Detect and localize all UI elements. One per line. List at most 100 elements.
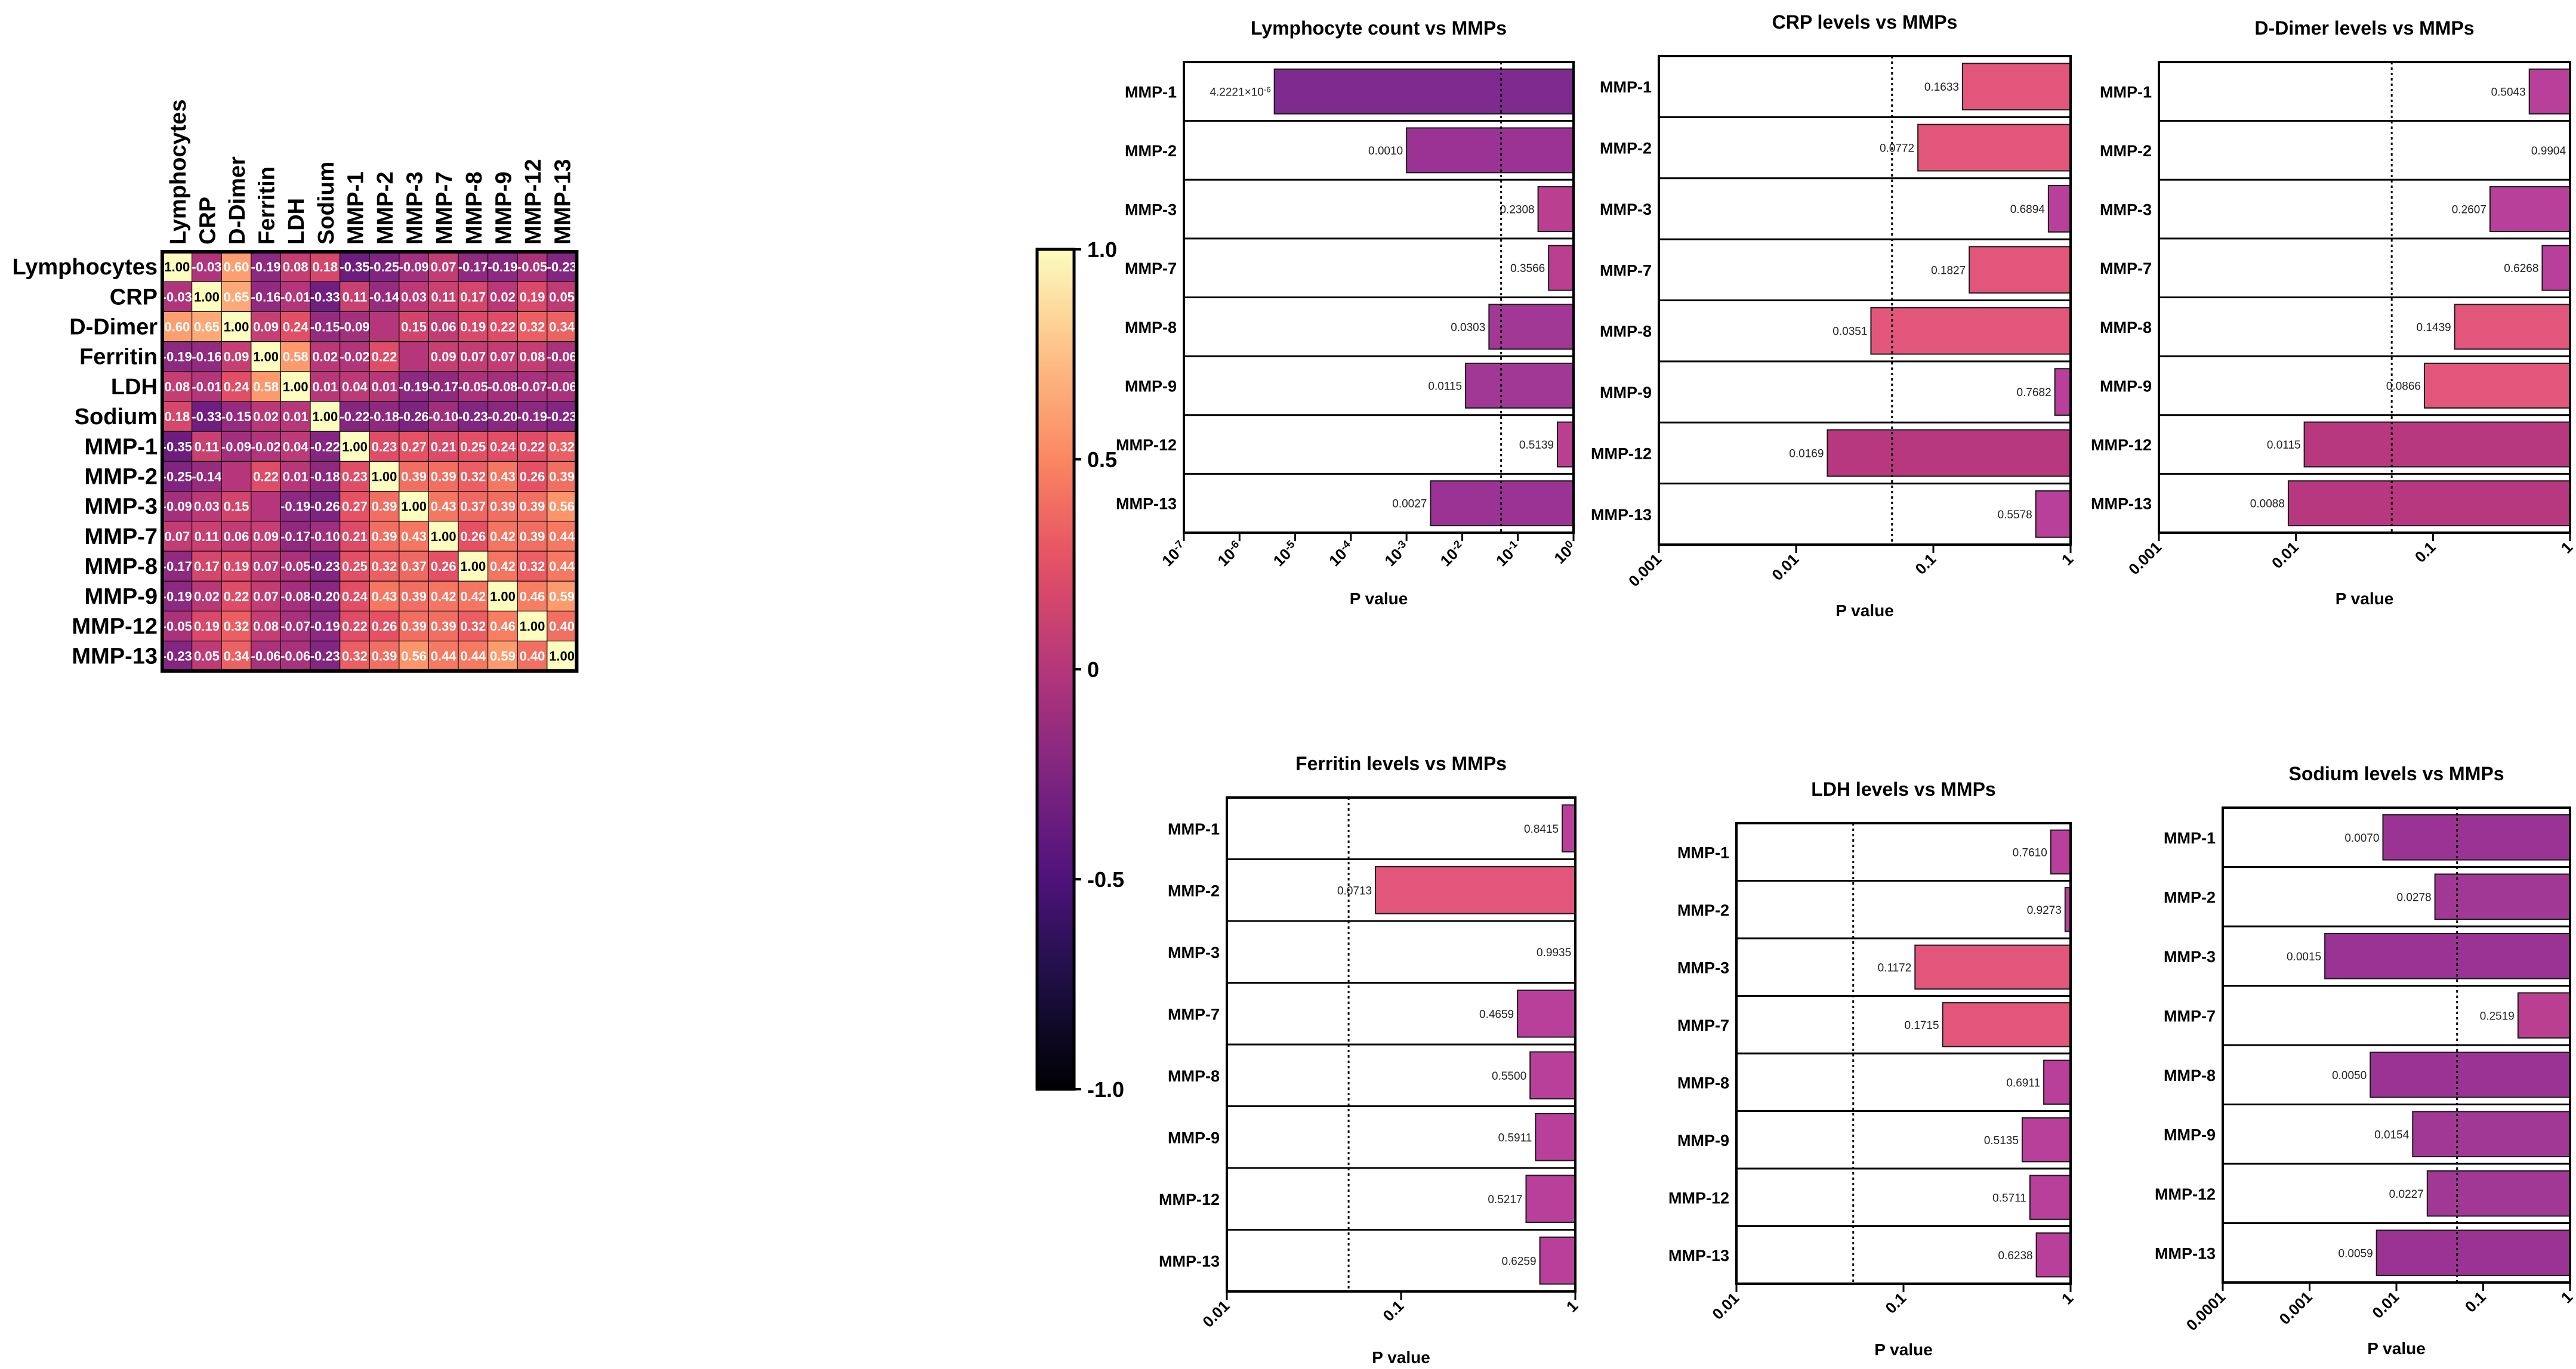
heatmap-cell <box>221 490 252 522</box>
heatmap-value: 0.07 <box>490 350 516 364</box>
heatmap-value: 0.26 <box>460 529 486 544</box>
heatmap-value: 0.22 <box>372 350 397 364</box>
bar-value-label: 0.0027 <box>1392 498 1427 511</box>
bar-value-label: 0.6238 <box>1998 1250 2032 1262</box>
heatmap-value: 0.15 <box>401 320 427 335</box>
bar-category-label: MMP-12 <box>1116 436 1177 454</box>
heatmap-value: 0.40 <box>520 649 545 664</box>
heatmap-cell <box>458 551 489 582</box>
heatmap-cell <box>310 281 341 313</box>
bar-panel: D-Dimer levels vs MMPs 0.5043 MMP-1 0.9904 M… <box>2091 17 2576 608</box>
heatmap-value: -0.26 <box>399 409 429 424</box>
bar-value-label: 0.6268 <box>2504 262 2538 275</box>
bar-category-label: MMP-9 <box>1600 384 1652 401</box>
heatmap-cell <box>547 401 578 432</box>
heatmap-value: 0.56 <box>401 649 427 664</box>
bar-category-label: MMP-9 <box>2100 377 2152 395</box>
heatmap-cell <box>517 490 548 522</box>
heatmap-value: 0.44 <box>549 559 575 574</box>
x-tick-label: 1 <box>2558 1288 2576 1306</box>
heatmap-value: 0.32 <box>460 469 486 484</box>
pvalue-bar <box>1557 421 1574 468</box>
bar-value-label: 0.0015 <box>2287 951 2321 963</box>
heatmap-value: -0.08 <box>280 589 310 604</box>
pvalue-bar <box>2423 362 2571 409</box>
bar-panel: CRP levels vs MMPs 0.1633 MMP-1 0.0772 MMP-2… <box>1591 11 2077 620</box>
pvalue-bar <box>2517 992 2571 1039</box>
heatmap-cell <box>428 341 459 372</box>
bar-value-label: 0.5711 <box>1992 1192 2026 1204</box>
colorbar-tick-label: 0.5 <box>1087 447 1117 472</box>
correlation-heatmap: 1.00 -0.03 0.60 -0.19 0.08 0.18 -0.35 -0.25 -0.0… <box>12 99 1124 1102</box>
heatmap-cell <box>339 401 371 432</box>
bar-category-label: MMP-1 <box>1125 83 1177 101</box>
heatmap-cell <box>310 551 341 582</box>
bar-category-label: MMP-3 <box>1168 944 1220 962</box>
heatmap-value: 0.27 <box>401 439 427 454</box>
heatmap-value: 0.19 <box>520 289 545 304</box>
pvalue-bar <box>2412 1111 2571 1158</box>
heatmap-cell <box>428 461 459 492</box>
heatmap-value: 0.18 <box>312 259 338 274</box>
bar-category-label: MMP-13 <box>1116 495 1177 513</box>
heatmap-value: -0.05 <box>280 559 310 574</box>
bar-value-label: 0.0070 <box>2344 832 2379 845</box>
bar-category-label: MMP-1 <box>1677 843 1729 861</box>
heatmap-value: 0.08 <box>253 619 279 634</box>
heatmap-value: -0.09 <box>399 259 429 274</box>
heatmap-value: 0.42 <box>460 589 486 604</box>
heatmap-value: -0.18 <box>369 409 399 424</box>
heatmap-value: 0.08 <box>520 350 545 364</box>
heatmap-value: 0.09 <box>224 350 249 364</box>
heatmap-value: 0.39 <box>372 529 397 544</box>
heatmap-col-label: Sodium <box>314 162 339 245</box>
heatmap-value: -0.20 <box>310 589 340 604</box>
heatmap-cell <box>339 490 371 522</box>
heatmap-value: -0.20 <box>488 409 517 424</box>
heatmap-value: -0.01 <box>280 289 310 304</box>
heatmap-cell <box>487 610 519 642</box>
bar-category-label: MMP-7 <box>1677 1016 1729 1034</box>
heatmap-cell <box>458 580 489 612</box>
heatmap-row-label: MMP-9 <box>85 584 158 609</box>
pvalue-bar <box>1465 362 1574 409</box>
heatmap-value: 0.32 <box>520 559 545 574</box>
pvalue-bar <box>2035 1232 2072 1278</box>
heatmap-cell <box>517 431 548 462</box>
heatmap-value: 0.39 <box>401 469 427 484</box>
heatmap-cell <box>251 341 282 372</box>
x-tick-label: 0.1 <box>1379 1297 1407 1325</box>
heatmap-cell <box>458 640 489 672</box>
pvalue-bar <box>2541 245 2571 291</box>
heatmap-col-label: MMP-2 <box>373 172 398 245</box>
heatmap-value: -0.35 <box>162 439 192 454</box>
x-tick-label: 10-5 <box>1270 538 1301 570</box>
pvalue-bar <box>1548 245 1574 291</box>
pvalue-bar <box>1969 246 2072 294</box>
bar-category-label: MMP-9 <box>2164 1126 2216 1144</box>
bar-category-label: MMP-13 <box>1159 1252 1220 1270</box>
bar-category-label: MMP-12 <box>2155 1185 2216 1203</box>
heatmap-value: 0.02 <box>253 409 279 424</box>
heatmap-value: 0.09 <box>253 320 279 335</box>
heatmap-value: 0.24 <box>342 589 368 604</box>
heatmap-cell <box>339 281 371 313</box>
heatmap-cell <box>251 281 282 313</box>
pvalue-bar <box>1562 804 1576 853</box>
pvalue-bar <box>2035 490 2071 538</box>
heatmap-value: 0.22 <box>342 619 368 634</box>
heatmap-value: -0.22 <box>310 439 340 454</box>
heatmap-value: 0.44 <box>460 649 486 664</box>
heatmap-value: 0.42 <box>490 529 516 544</box>
heatmap-cell <box>458 490 489 522</box>
heatmap-value: 1.00 <box>194 289 220 304</box>
heatmap-value: 0.06 <box>431 320 456 335</box>
heatmap-value: 0.34 <box>224 649 250 664</box>
x-tick-label: 0.001 <box>2276 1288 2316 1328</box>
heatmap-border <box>161 250 579 673</box>
bar-category-label: MMP-2 <box>1125 142 1177 160</box>
pvalue-bar-panels: Lymphocyte count vs MMPs 4.2221×10-6 MMP-1… <box>1116 11 2576 1367</box>
heatmap-value: -0.23 <box>310 649 340 664</box>
heatmap-cell <box>339 371 371 403</box>
